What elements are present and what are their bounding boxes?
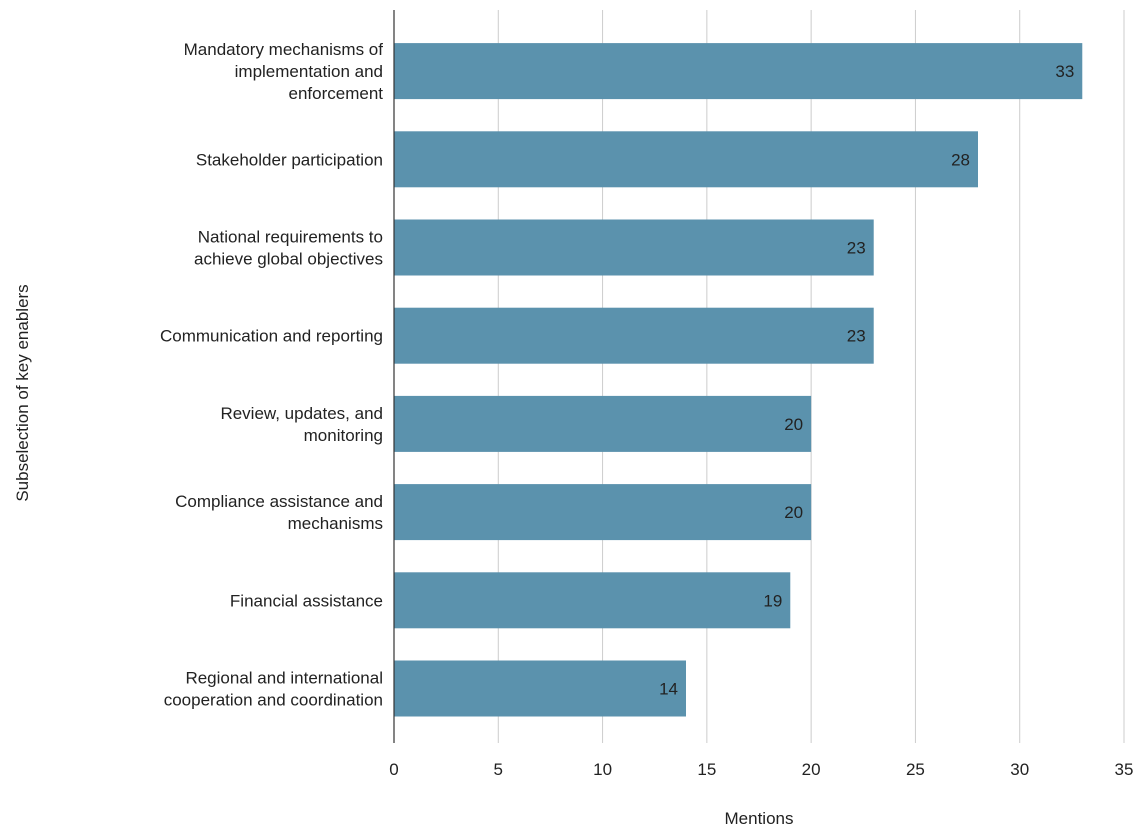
category-label: Mandatory mechanisms of <box>184 40 384 59</box>
bar <box>394 660 686 717</box>
bar-value-label: 23 <box>847 327 866 346</box>
category-label: Compliance assistance and <box>175 492 383 511</box>
x-axis-title: Mentions <box>725 809 794 827</box>
category-label: Stakeholder participation <box>196 150 383 169</box>
bar-value-label: 20 <box>784 503 803 522</box>
x-tick-label: 25 <box>906 760 925 779</box>
bar-value-label: 14 <box>659 680 678 699</box>
category-label: implementation and <box>235 62 383 81</box>
category-label: cooperation and coordination <box>164 691 383 710</box>
category-label: enforcement <box>289 84 384 103</box>
bar <box>394 219 874 276</box>
x-tick-label: 0 <box>389 760 398 779</box>
bar <box>394 484 812 541</box>
x-tick-label: 15 <box>697 760 716 779</box>
bar-value-label: 28 <box>951 150 970 169</box>
bar-value-label: 19 <box>763 591 782 610</box>
x-tick-label: 20 <box>802 760 821 779</box>
category-label: Financial assistance <box>230 591 383 610</box>
category-label: Communication and reporting <box>160 327 383 346</box>
bar-layer: 33 28 23 23 20 20 19 14 <box>394 43 1083 717</box>
x-tick-label: 5 <box>494 760 503 779</box>
category-label: mechanisms <box>288 514 383 533</box>
bar-value-label: 33 <box>1055 62 1074 81</box>
bar <box>394 131 978 188</box>
bar <box>394 307 874 364</box>
category-label: National requirements to <box>198 228 383 247</box>
grid-layer <box>497 10 1125 743</box>
axis-layer: 0 5 10 15 20 25 30 35 Mandatory mechanisms of imp… <box>160 10 1133 779</box>
y-axis-title: Subselection of key enablers <box>13 284 32 501</box>
bar <box>394 43 1083 100</box>
category-label: Review, updates, and <box>220 404 383 423</box>
category-label: monitoring <box>304 426 383 445</box>
x-tick-label: 30 <box>1010 760 1029 779</box>
bar-value-label: 23 <box>847 239 866 258</box>
category-label: Regional and international <box>185 669 383 688</box>
category-label: achieve global objectives <box>194 250 383 269</box>
bar-value-label: 20 <box>784 415 803 434</box>
bar <box>394 572 791 629</box>
x-tick-label: 10 <box>593 760 612 779</box>
x-tick-label: 35 <box>1115 760 1134 779</box>
bar <box>394 395 812 452</box>
